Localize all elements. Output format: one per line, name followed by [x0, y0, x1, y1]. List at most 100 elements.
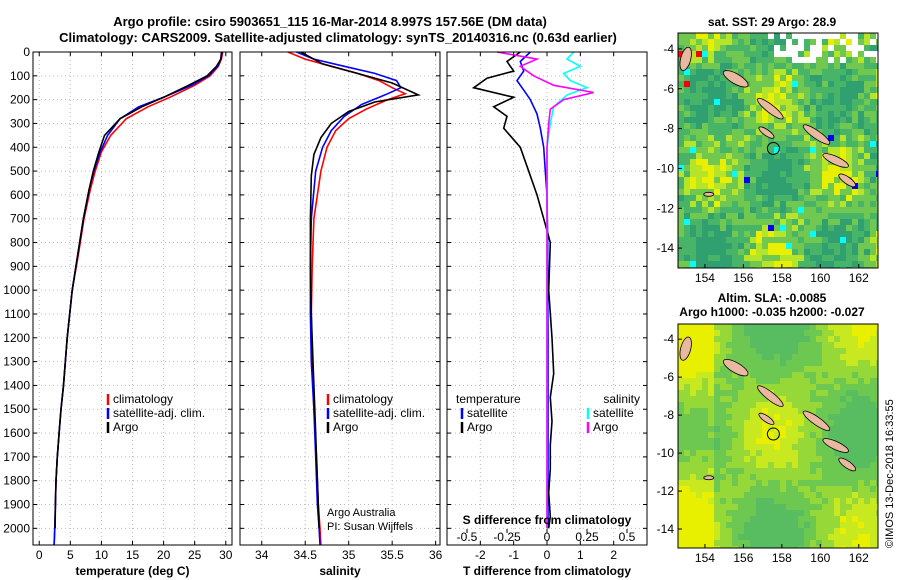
- map-cell: [720, 147, 726, 153]
- island-shape: [802, 410, 831, 431]
- map-cell: [780, 498, 786, 504]
- map-cell: [822, 213, 828, 219]
- map-cell: [690, 444, 696, 450]
- map-cell: [870, 546, 876, 548]
- map-cell: [708, 63, 714, 69]
- map-cell: [786, 141, 792, 147]
- map-cell: [720, 63, 726, 69]
- map-cell: [726, 504, 732, 510]
- map-cell: [768, 159, 774, 165]
- map-cell: [696, 63, 702, 69]
- map-cell: [696, 426, 702, 432]
- map-cell: [756, 492, 762, 498]
- map-cell: [750, 87, 756, 93]
- map-cell: [732, 390, 738, 396]
- map-cell: [804, 171, 810, 177]
- x-tick-label: 162: [849, 271, 869, 285]
- map-cell: [786, 516, 792, 522]
- map-cell: [870, 255, 876, 261]
- map-cell: [816, 51, 822, 57]
- map-cell: [864, 75, 870, 81]
- map-cell: [726, 492, 732, 498]
- map-cell: [780, 342, 786, 348]
- map-cell: [792, 378, 798, 384]
- map-cell: [768, 249, 774, 255]
- map-cell: [744, 201, 750, 207]
- map-cell: [774, 135, 780, 141]
- map-cell: [786, 81, 792, 87]
- map-cell: [852, 87, 858, 93]
- map-cell: [828, 255, 834, 261]
- map-cell: [720, 129, 726, 135]
- map-cell: [744, 330, 750, 336]
- map-cell: [876, 336, 878, 342]
- map-cell: [774, 237, 780, 243]
- map-cell: [840, 516, 846, 522]
- map-cell: [726, 183, 732, 189]
- island-shape: [822, 438, 849, 453]
- map-cell: [840, 372, 846, 378]
- map-cell: [864, 135, 870, 141]
- map-cell: [696, 231, 702, 237]
- map-cell: [768, 81, 774, 87]
- map-cell: [768, 39, 774, 45]
- map-cell: [762, 324, 768, 330]
- map-cell: [828, 33, 834, 39]
- map-cell: [804, 378, 810, 384]
- map-cell: [792, 159, 798, 165]
- map-cell: [834, 141, 840, 147]
- map-cell: [756, 255, 762, 261]
- map-cell: [678, 87, 684, 93]
- map-cell: [876, 201, 878, 207]
- map-cell: [678, 231, 684, 237]
- map-cell: [774, 255, 780, 261]
- map-cell: [762, 504, 768, 510]
- y-tick-label: 1500: [3, 402, 30, 416]
- map-cell: [774, 534, 780, 540]
- y-tick-label: -6: [663, 82, 674, 96]
- map-cell: [876, 153, 878, 159]
- map-cell: [846, 75, 852, 81]
- map-cell: [798, 219, 804, 225]
- map-cell: [840, 153, 846, 159]
- map-cell: [678, 207, 684, 213]
- map-cell: [678, 444, 684, 450]
- map-cell: [780, 462, 786, 468]
- map-cell: [690, 57, 696, 63]
- map-cell: [756, 402, 762, 408]
- map-cell: [834, 522, 840, 528]
- map-cell: [864, 111, 870, 117]
- map-cell: [720, 93, 726, 99]
- map-cell: [714, 468, 720, 474]
- map-cell: [690, 237, 696, 243]
- map-cell: [828, 177, 834, 183]
- map-cell: [774, 330, 780, 336]
- map-cell: [876, 243, 878, 249]
- map-cell: [744, 384, 750, 390]
- map-cell: [810, 207, 816, 213]
- map-cell: [774, 378, 780, 384]
- map-cell: [702, 135, 708, 141]
- map-cell: [864, 81, 870, 87]
- map-cell: [750, 444, 756, 450]
- map-cell: [834, 165, 840, 171]
- map-cell: [852, 249, 858, 255]
- map-cell: [816, 75, 822, 81]
- map-cell: [840, 546, 846, 548]
- map-cell: [720, 153, 726, 159]
- map-cell: [750, 129, 756, 135]
- map-cell: [750, 57, 756, 63]
- map-cell: [768, 438, 774, 444]
- map-cell: [816, 243, 822, 249]
- map-cell: [804, 390, 810, 396]
- map-cell: [840, 249, 846, 255]
- map-cell: [852, 408, 858, 414]
- map-cell: [690, 486, 696, 492]
- y-tick-label: 300: [10, 116, 30, 130]
- map-cell: [870, 402, 876, 408]
- map-cell: [846, 384, 852, 390]
- map-cell: [834, 546, 840, 548]
- map-cell: [714, 444, 720, 450]
- map-cell: [876, 171, 878, 177]
- map-cell: [852, 45, 858, 51]
